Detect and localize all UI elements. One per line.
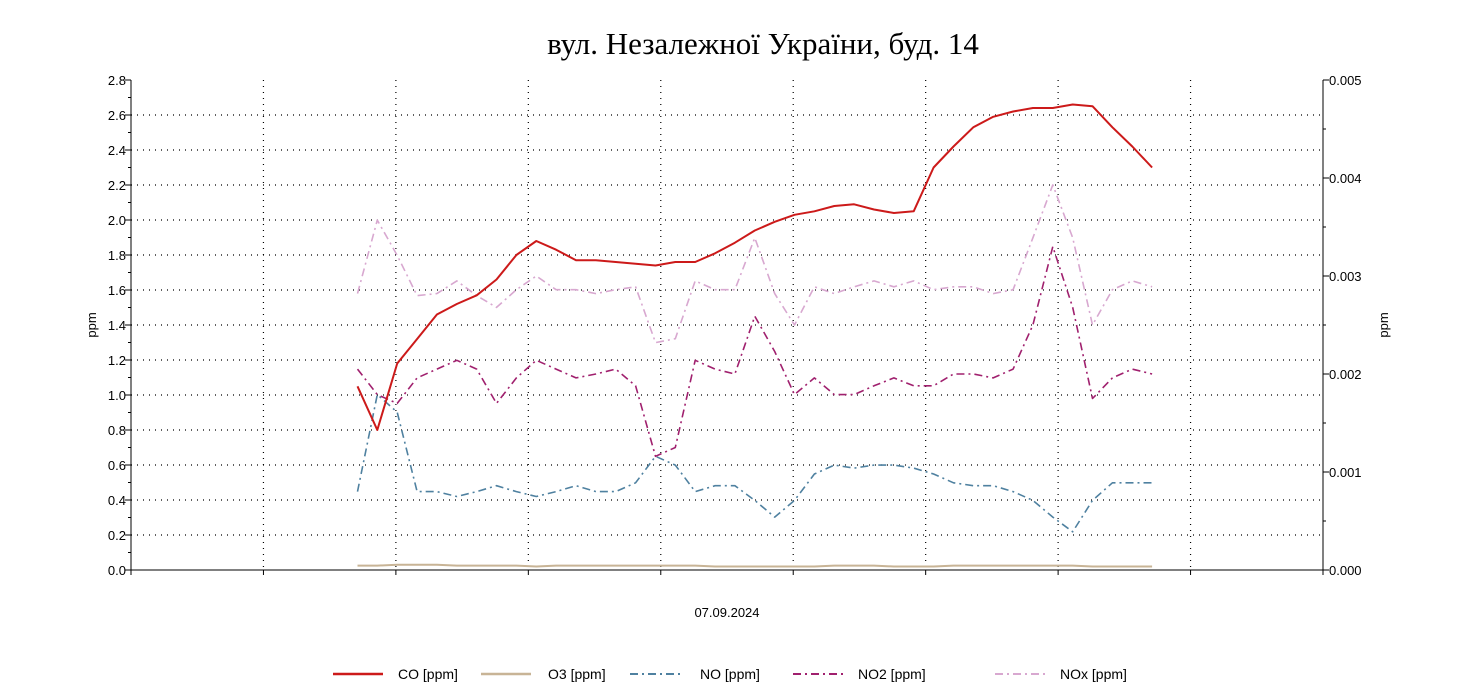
series-line-no2 (356, 245, 1153, 458)
y-tick-label-left: 2.0 (108, 213, 126, 228)
y-tick-label-left: 1.8 (108, 248, 126, 263)
x-axis-title: 07.09.2024 (694, 605, 759, 620)
y-tick-label-left: 0.8 (108, 423, 126, 438)
series-line-co (356, 103, 1153, 431)
series-line-o3 (357, 563, 1153, 568)
y-tick-label-left: 2.6 (108, 108, 126, 123)
legend-label: NOx [ppm] (1060, 666, 1127, 682)
y-tick-label-left: 0.0 (108, 563, 126, 578)
y-tick-label-right: 0.004 (1329, 171, 1362, 186)
y-axis-title-right: ppm (1376, 312, 1391, 337)
y-tick-label-left: 1.2 (108, 353, 126, 368)
axes: 0.0 0.2 0.4 0.6 0.8 1.0 1.2 1.4 1.6 1.8 2.0 2.2 2.4 2… (108, 73, 1362, 578)
grid (131, 80, 1323, 570)
y-tick-label-left: 0.2 (108, 528, 126, 543)
y-axis-title-left: ppm (84, 312, 99, 337)
y-tick-label-right: 0.003 (1329, 269, 1362, 284)
y-tick-label-right: 0.001 (1329, 465, 1362, 480)
y-tick-label-left: 2.8 (108, 73, 126, 88)
series-line-nox (356, 184, 1153, 344)
y-tick-label-left: 1.0 (108, 388, 126, 403)
y-tick-label-right: 0.002 (1329, 367, 1362, 382)
legend-label: NO2 [ppm] (858, 666, 926, 682)
y-tick-label-right: 0.000 (1329, 563, 1362, 578)
y-tick-label-left: 2.4 (108, 143, 126, 158)
series-line-no (356, 393, 1153, 533)
y-tick-label-left: 2.2 (108, 178, 126, 193)
series-lines (356, 103, 1153, 568)
y-tick-label-left: 0.6 (108, 458, 126, 473)
legend: CO [ppm] O3 [ppm] NO [ppm] NO2 [ppm] NOx [pp… (333, 666, 1127, 682)
y-tick-label-left: 1.4 (108, 318, 126, 333)
y-tick-label-right: 0.005 (1329, 73, 1362, 88)
y-tick-label-left: 1.6 (108, 283, 126, 298)
legend-label: O3 [ppm] (548, 666, 606, 682)
legend-label: CO [ppm] (398, 666, 458, 682)
y-tick-label-left: 0.4 (108, 493, 126, 508)
legend-label: NO [ppm] (700, 666, 760, 682)
chart-title: вул. Незалежної України, буд. 14 (547, 26, 979, 61)
